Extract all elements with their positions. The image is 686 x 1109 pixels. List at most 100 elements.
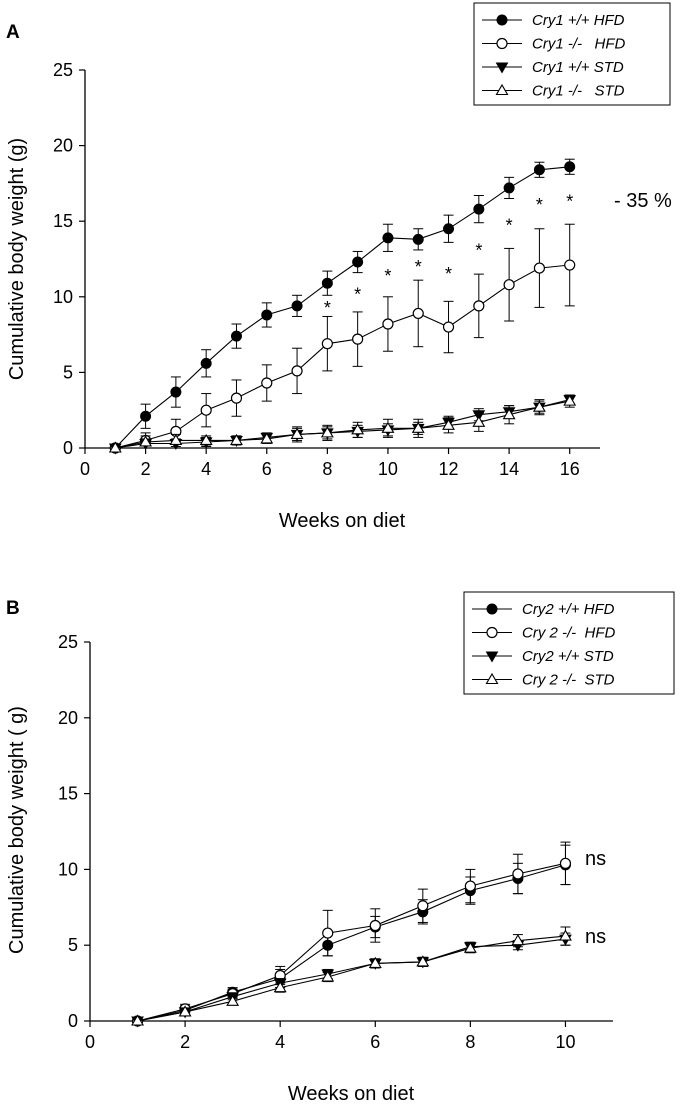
panel-a-y-tick-label: 25 xyxy=(53,60,73,80)
panel-a-significance-star: * xyxy=(445,264,452,284)
panel-a-point-cry1-hfd xyxy=(412,307,424,320)
panel-b-legend-swatch-marker xyxy=(485,672,499,685)
panel-a-point-cry1-hfd xyxy=(533,262,546,274)
panel-a-line-cry1-std xyxy=(115,399,570,449)
panel-a-series-cry1-hfd xyxy=(109,158,576,454)
panel-a-significance-star: * xyxy=(536,195,543,215)
panel-a-legend-entry-cry1-std: Cry1 +/+ STD xyxy=(482,59,624,76)
panel-b-series-cry2-std xyxy=(131,932,572,1028)
panel-b-x-tick-label: 0 xyxy=(85,1032,95,1052)
panel-b-plot-area xyxy=(131,841,572,1028)
panel-b-legend-label: Cry2 +/+ HFD xyxy=(522,601,615,618)
panel-a-significance-star: * xyxy=(506,215,513,235)
panel-a-point-cry1-std xyxy=(532,400,546,412)
panel-b-legend-swatch-marker xyxy=(485,651,499,663)
panel-a-point-cry1-std xyxy=(411,421,425,433)
panel-a-point-cry1-hfd xyxy=(352,333,364,345)
panel-a-point-cry1-hfd xyxy=(352,256,364,268)
panel-a-significance-star: * xyxy=(566,191,573,211)
panel-b-point-cry-2-std xyxy=(511,934,525,946)
panel-a-point-cry1-hfd xyxy=(230,392,243,404)
panel-a-point-cry1-hfd xyxy=(230,330,242,342)
panel-a-point-cry1-hfd xyxy=(473,203,485,215)
panel-b-y-tick-label: 15 xyxy=(58,784,78,804)
panel-b-point-cry-2-std xyxy=(463,941,477,953)
panel-a-legend-entries: Cry1 +/+ HFD Cry1 -/- HFD Cry1 +/+ STD Cry1… xyxy=(482,12,625,100)
panel-a-y-tick-label: 10 xyxy=(53,287,73,307)
panel-a-line-cry1-hfd xyxy=(115,264,570,449)
panel-a-point-cry1-std xyxy=(139,435,153,447)
panel-a-legend-entry-cry1-hfd: Cry1 +/+ HFD xyxy=(482,12,625,29)
panel-b-legend-swatch-marker xyxy=(486,626,498,639)
panel-a-point-cry1-hfd xyxy=(533,164,545,176)
panel-b-line-cry-2-std xyxy=(137,935,566,1022)
panel-b-series-cry-2-hfd xyxy=(131,841,572,1027)
panel-b-ticks: 0 2 4 6 8 10 0 5 10 15 20 25 xyxy=(58,632,576,1052)
panel-b-x-tick-label: 6 xyxy=(370,1032,380,1052)
panel-a-legend-swatch-marker xyxy=(495,83,509,96)
panel-a-line-cry1-hfd xyxy=(114,166,570,449)
panel-b-point-cry-2-hfd xyxy=(559,857,572,869)
panel-a-point-cry1-hfd xyxy=(200,357,212,369)
panel-b-line-cry2-std xyxy=(137,938,566,1022)
panel-b-point-cry-2-hfd xyxy=(322,927,334,939)
panel-a-axes xyxy=(84,70,600,449)
panel-a-significance-star: * xyxy=(354,284,361,304)
panel-a-percent-annotation: - 35 % xyxy=(614,190,672,212)
panel-a-x-tick-label: 4 xyxy=(201,459,211,479)
panel-a-point-cry1-std xyxy=(563,394,577,406)
panel-b-point-cry-2-std xyxy=(368,956,382,968)
panel-b-point-cry-2-std xyxy=(131,1014,144,1026)
panel-a-point-cry1-hfd xyxy=(503,279,515,291)
panel-a-x-tick-label: 8 xyxy=(322,459,332,479)
panel-a-point-cry1-std xyxy=(442,418,455,430)
panel-a-point-cry1-std xyxy=(199,433,213,445)
panel-a-point-cry1-std xyxy=(108,441,122,453)
panel-a-y-tick-label: 20 xyxy=(53,136,73,156)
panel-b-point-cry-2-hfd xyxy=(417,900,429,912)
panel-a-point-cry1-std xyxy=(320,426,334,438)
panel-a-point-cry1-hfd xyxy=(503,182,515,194)
panel-a-point-cry1-hfd xyxy=(291,300,303,312)
panel-b-x-tick-label: 2 xyxy=(180,1032,190,1052)
panel-a-significance-star: * xyxy=(415,257,422,277)
panel-b-label: B xyxy=(6,598,20,619)
panel-a-legend-label: Cry1 -/- HFD xyxy=(532,36,625,53)
panel-a-point-cry1-std xyxy=(472,415,486,427)
panel-b-point-cry-2-hfd xyxy=(369,919,381,932)
panel-a-point-cry1-hfd xyxy=(382,318,394,330)
panel-a-legend-label: Cry1 -/- STD xyxy=(532,83,625,100)
panel-b-legend-entry-cry2-std: Cry2 +/+ STD xyxy=(472,648,614,665)
panel-b-point-cry-2-std xyxy=(321,970,335,982)
panel-a-ticks: 0 2 4 6 8 10 12 14 16 0 5 10 15 20 25 xyxy=(53,60,580,479)
panel-b-x-tick-label: 8 xyxy=(465,1032,475,1052)
panel-a-plot-area xyxy=(108,158,577,455)
panel-a: A Cumulative body weight (g) Weeks on di… xyxy=(6,2,672,532)
panel-a-point-cry1-hfd xyxy=(261,377,273,389)
panel-b-y-tick-label: 5 xyxy=(68,935,78,955)
panel-a-significance-star: * xyxy=(475,240,482,260)
panel-a-point-cry1-std xyxy=(260,432,274,444)
panel-a-point-cry1-std xyxy=(351,423,365,435)
panel-a-x-axis-title: Weeks on diet xyxy=(279,510,406,532)
panel-a-point-cry1-hfd xyxy=(564,259,576,271)
panel-b-point-cry-2-std xyxy=(416,955,430,967)
panel-b-legend: Cry2 +/+ HFD Cry 2 -/- HFD Cry2 +/+ STD Cry… xyxy=(463,591,675,695)
panel-a-point-cry1-hfd xyxy=(321,277,333,289)
panel-a-point-cry1-hfd xyxy=(564,161,576,173)
panel-b-hfd-ns-label: ns xyxy=(585,848,606,870)
panel-b-series-cry-2-std xyxy=(131,926,572,1026)
panel-b-point-cry-2-hfd xyxy=(512,868,524,880)
panel-a-legend-swatch-marker xyxy=(496,37,508,50)
panel-a-x-tick-label: 0 xyxy=(80,459,90,479)
panel-a-point-cry1-hfd xyxy=(473,300,485,312)
panel-a-point-cry1-hfd xyxy=(382,232,394,244)
panel-b-x-tick-label: 4 xyxy=(275,1032,285,1052)
panel-b-line-cry-2-hfd xyxy=(137,862,566,1022)
panel-b-y-tick-label: 20 xyxy=(58,708,78,728)
panel-b-y-axis-title: Cumulative body weight ( g) xyxy=(6,706,28,954)
panel-b-legend-label: Cry2 +/+ STD xyxy=(522,648,614,665)
panel-b-series-cry2-hfd xyxy=(132,844,571,1027)
panel-b-legend-entry-cry-2-hfd: Cry 2 -/- HFD xyxy=(472,625,615,642)
